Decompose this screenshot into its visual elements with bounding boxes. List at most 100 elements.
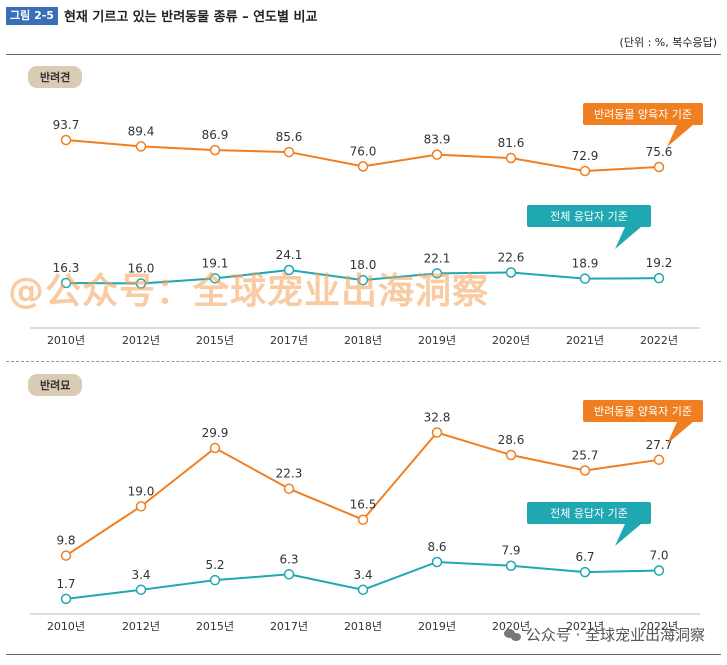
dog-legend-0-box	[583, 103, 703, 125]
dog-series-1-data-label: 16.3	[53, 261, 80, 275]
dog-x-tick-label: 2015년	[196, 334, 234, 345]
cat-panel: 2010년 2012년 2015년 2017년 2018년 2019년 2020년 2021년…	[0, 368, 727, 653]
cat-series-1-point	[505, 560, 517, 571]
figure-title: 현재 기르고 있는 반려동물 종류 – 연도별 비교	[63, 10, 318, 25]
cat-series-0-data-label: 32.8	[424, 411, 451, 425]
dog-legend-1-pointer	[615, 227, 641, 249]
dog-series-0-point	[653, 161, 665, 173]
cat-legend-1-pointer	[615, 524, 641, 546]
cat-series-0-point	[505, 449, 517, 461]
cat-series-1-data-label: 6.7	[575, 550, 594, 564]
dog-series-0-point	[135, 141, 147, 152]
wechat-icon	[503, 628, 522, 642]
dog-series-0-data-label: 75.6	[646, 145, 673, 159]
cat-series-0-data-label: 9.8	[56, 534, 75, 548]
cat-series-0-point	[60, 550, 72, 561]
cat-series-0-data-label: 28.6	[498, 433, 525, 447]
dog-panel: 2010년 2012년 2015년 2017년 2018년 2019년 2020년 2021년…	[0, 60, 727, 345]
dog-x-tick-label: 2012년	[122, 334, 160, 345]
cat-x-tick-label: 2017년	[270, 620, 308, 633]
dog-series-0-point	[505, 152, 517, 164]
dog-line-chart: 2010년 2012년 2015년 2017년 2018년 2019년 2020년 2021년…	[30, 103, 703, 345]
dog-legend-1-label: 전체 응답자 기준	[550, 210, 628, 223]
dog-series-0-data-label: 83.9	[424, 133, 451, 147]
unit-note: (단위 : %, 복수응답)	[619, 36, 717, 49]
dog-series-1-point	[579, 273, 591, 284]
dog-legend-1-box	[527, 205, 651, 227]
cat-series-1-data-label: 3.4	[353, 568, 372, 582]
dog-series-0-data-label: 89.4	[128, 124, 155, 138]
dog-series-0-point	[60, 134, 72, 146]
cat-series-1-data-label: 3.4	[131, 568, 150, 582]
cat-series-0-data-label: 22.3	[276, 467, 303, 481]
cat-legend-0-label: 반려동물 양육자 기준	[594, 405, 692, 418]
top-rule	[6, 54, 721, 55]
dog-series-1-data-label: 18.9	[572, 257, 599, 271]
cat-x-tick-label: 2021년	[566, 620, 604, 633]
dog-x-tick-label: 2022년	[640, 334, 678, 345]
dog-series-1-point	[431, 268, 443, 279]
dog-series-0-point	[579, 165, 591, 177]
cat-series-0-point	[357, 514, 369, 525]
dog-series-1-point	[209, 273, 221, 284]
cat-series-0-line	[65, 431, 660, 557]
dog-x-tick-label: 2021년	[566, 334, 604, 345]
cat-series-0-data-label: 16.5	[350, 498, 377, 512]
cat-series-1-data-label: 6.3	[279, 552, 298, 566]
cat-series-1-data-label: 8.6	[427, 540, 446, 554]
dog-series-0-data-label: 81.6	[498, 136, 525, 150]
figure-label: 그림 2-5	[6, 6, 58, 25]
cat-series-0-point	[579, 465, 591, 476]
dog-series-0-point	[357, 161, 369, 172]
dog-series-1-point	[60, 277, 72, 289]
dog-panel-tag: 반려견	[28, 66, 83, 88]
cat-series-1-point	[431, 556, 443, 568]
cat-x-tick-label: 2020년	[492, 620, 530, 633]
cat-series-1-data-label: 7.9	[501, 544, 520, 558]
dog-series-1-point	[135, 278, 147, 289]
dog-series-0-point	[431, 149, 443, 160]
dog-series-0-data-label: 86.9	[202, 128, 229, 142]
cat-series-0-point	[431, 427, 443, 438]
bottom-rule	[6, 654, 721, 655]
cat-legend-1-label: 전체 응답자 기준	[550, 507, 628, 520]
dog-x-tick-label: 2018년	[344, 334, 382, 345]
dog-series-1-point	[283, 264, 295, 276]
dog-series-0-data-label: 85.6	[276, 130, 303, 144]
dog-series-1-point	[505, 267, 517, 278]
cat-series-0-data-label: 27.7	[646, 438, 673, 452]
cat-x-tick-label: 2018년	[344, 620, 382, 633]
dog-series-1-data-label: 22.6	[498, 251, 525, 265]
dog-series-1-point	[653, 272, 665, 284]
cat-legend-1-box	[527, 502, 651, 524]
footer-watermark-text: 公众号 · 全球宠业出海洞察	[525, 626, 705, 644]
cat-x-tick-label: 2022년	[640, 620, 678, 633]
figure-header: 그림 2-5 현재 기르고 있는 반려동물 종류 – 연도별 비교	[6, 6, 317, 25]
dog-series-0-point	[209, 144, 221, 156]
cat-series-1-point	[209, 574, 221, 586]
cat-series-1-point	[135, 584, 147, 596]
dog-series-1-data-label: 19.1	[202, 256, 229, 270]
cat-panel-tag: 반려묘	[28, 374, 83, 396]
dog-series-0-data-label: 93.7	[53, 118, 80, 132]
cat-series-0-point	[283, 483, 295, 494]
dog-series-0-data-label: 76.0	[350, 144, 377, 158]
dog-legend-0-pointer	[667, 125, 693, 147]
cat-series-0-data-label: 19.0	[128, 484, 155, 498]
cat-series-1-point	[579, 566, 591, 578]
cat-series-1-point	[357, 584, 369, 596]
cat-series-1-point	[283, 569, 295, 580]
footer-watermark: 公众号 · 全球宠业出海洞察	[503, 624, 705, 645]
dog-legend-0-label: 반려동물 양육자 기준	[594, 108, 692, 121]
cat-series-0-data-label: 29.9	[202, 426, 229, 440]
cat-series-0-point	[653, 454, 665, 466]
dog-x-tick-label: 2017년	[270, 334, 308, 345]
panel-divider	[6, 361, 721, 362]
dog-series-0-point	[283, 146, 295, 158]
dog-series-1-data-label: 18.0	[350, 258, 377, 272]
cat-series-1-point	[653, 565, 665, 576]
cat-series-0-point	[209, 442, 221, 454]
cat-x-tick-label: 2010년	[47, 620, 85, 633]
cat-legend-0-box	[583, 400, 703, 422]
cat-x-tick-label: 2012년	[122, 620, 160, 633]
